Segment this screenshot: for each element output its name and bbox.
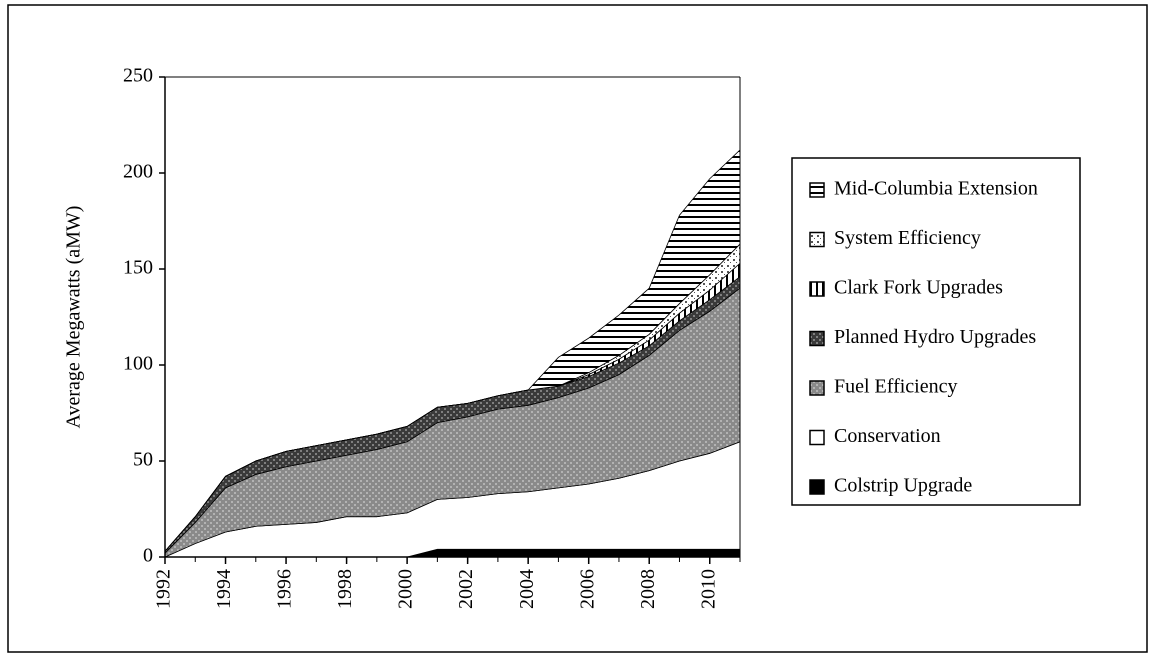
legend-label: Planned Hydro Upgrades [834, 326, 1036, 348]
y-tick-label: 50 [133, 449, 153, 471]
x-tick-label: 2004 [516, 569, 538, 609]
legend-label: Fuel Efficiency [834, 376, 957, 398]
x-tick-label: 2008 [637, 569, 659, 609]
y-tick-label: 250 [123, 65, 153, 87]
legend-swatch [809, 380, 825, 396]
legend-swatch [809, 330, 825, 347]
y-axis-label: Average Megawatts (aMW) [63, 206, 85, 429]
x-tick-label: 2006 [576, 569, 598, 609]
legend-swatch [809, 429, 825, 446]
y-tick-label: 0 [143, 545, 153, 567]
x-tick-label: 2002 [455, 569, 477, 609]
legend-label: System Efficiency [834, 227, 981, 249]
x-tick-label: 1998 [334, 569, 356, 609]
legend-label: Clark Fork Upgrades [834, 277, 1003, 299]
x-tick-label: 1996 [274, 569, 296, 609]
legend-label: Mid-Columbia Extension [834, 178, 1038, 200]
x-tick-label: 2010 [697, 569, 719, 609]
y-tick-label: 100 [123, 353, 153, 375]
legend-swatch [809, 479, 825, 495]
y-tick-label: 200 [123, 161, 153, 183]
x-tick-label: 2000 [395, 569, 417, 609]
x-tick-label: 1994 [213, 569, 235, 609]
legend-swatch [809, 281, 825, 297]
legend-label: Colstrip Upgrade [834, 475, 972, 497]
x-tick-label: 1992 [153, 569, 175, 609]
legend-box [791, 157, 1081, 506]
legend-swatch [809, 231, 825, 248]
legend-label: Conservation [834, 425, 941, 447]
legend-swatch [809, 182, 825, 198]
y-tick-label: 150 [123, 257, 153, 279]
